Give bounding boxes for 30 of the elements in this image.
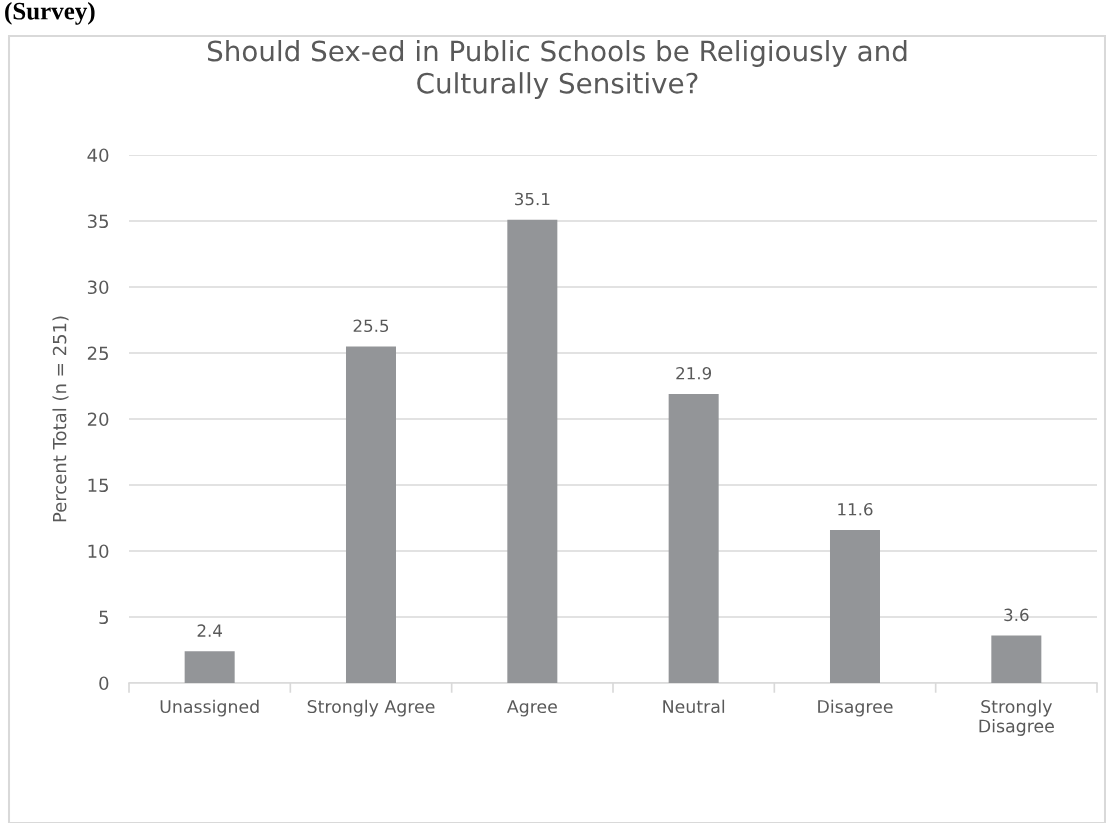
chart-title: Should Sex-ed in Public Schools be Religiously and Culturally Sensitive? xyxy=(207,40,907,100)
bar xyxy=(829,529,881,683)
y-tick-label: 25 xyxy=(87,346,108,361)
bar xyxy=(184,651,235,683)
data-label: 25.5 xyxy=(353,319,389,333)
x-tick-label: Strongly Agree xyxy=(307,699,435,717)
y-tick-label: 10 xyxy=(88,544,109,559)
bar xyxy=(668,393,719,683)
bar xyxy=(991,635,1042,683)
y-tick-label: 35 xyxy=(87,214,108,229)
y-tick-label: 30 xyxy=(87,280,109,295)
y-tick-label: 20 xyxy=(87,412,109,427)
bar xyxy=(345,346,397,683)
data-label: 21.9 xyxy=(676,366,712,380)
y-tick-label: 5 xyxy=(99,610,108,625)
y-tick-label: 0 xyxy=(99,676,109,691)
y-tick-label: 40 xyxy=(87,148,109,163)
x-tick-label: Disagree xyxy=(818,699,893,717)
bar xyxy=(507,219,558,683)
x-tick-label: Neutral xyxy=(663,699,725,714)
x-tick-label: Strongly Disagree xyxy=(979,699,1054,736)
x-tick-label: Unassigned xyxy=(160,699,259,717)
text: (Survey) xyxy=(5,2,95,25)
x-tick-label: Agree xyxy=(506,700,557,717)
y-tick-label: 15 xyxy=(88,478,108,493)
y-axis-title: Percent Total (n = 251) xyxy=(52,316,69,522)
data-label: 11.6 xyxy=(838,502,873,516)
data-label: 35.1 xyxy=(515,192,550,206)
data-label: 2.4 xyxy=(197,624,222,637)
data-label: 3.6 xyxy=(1004,608,1029,622)
